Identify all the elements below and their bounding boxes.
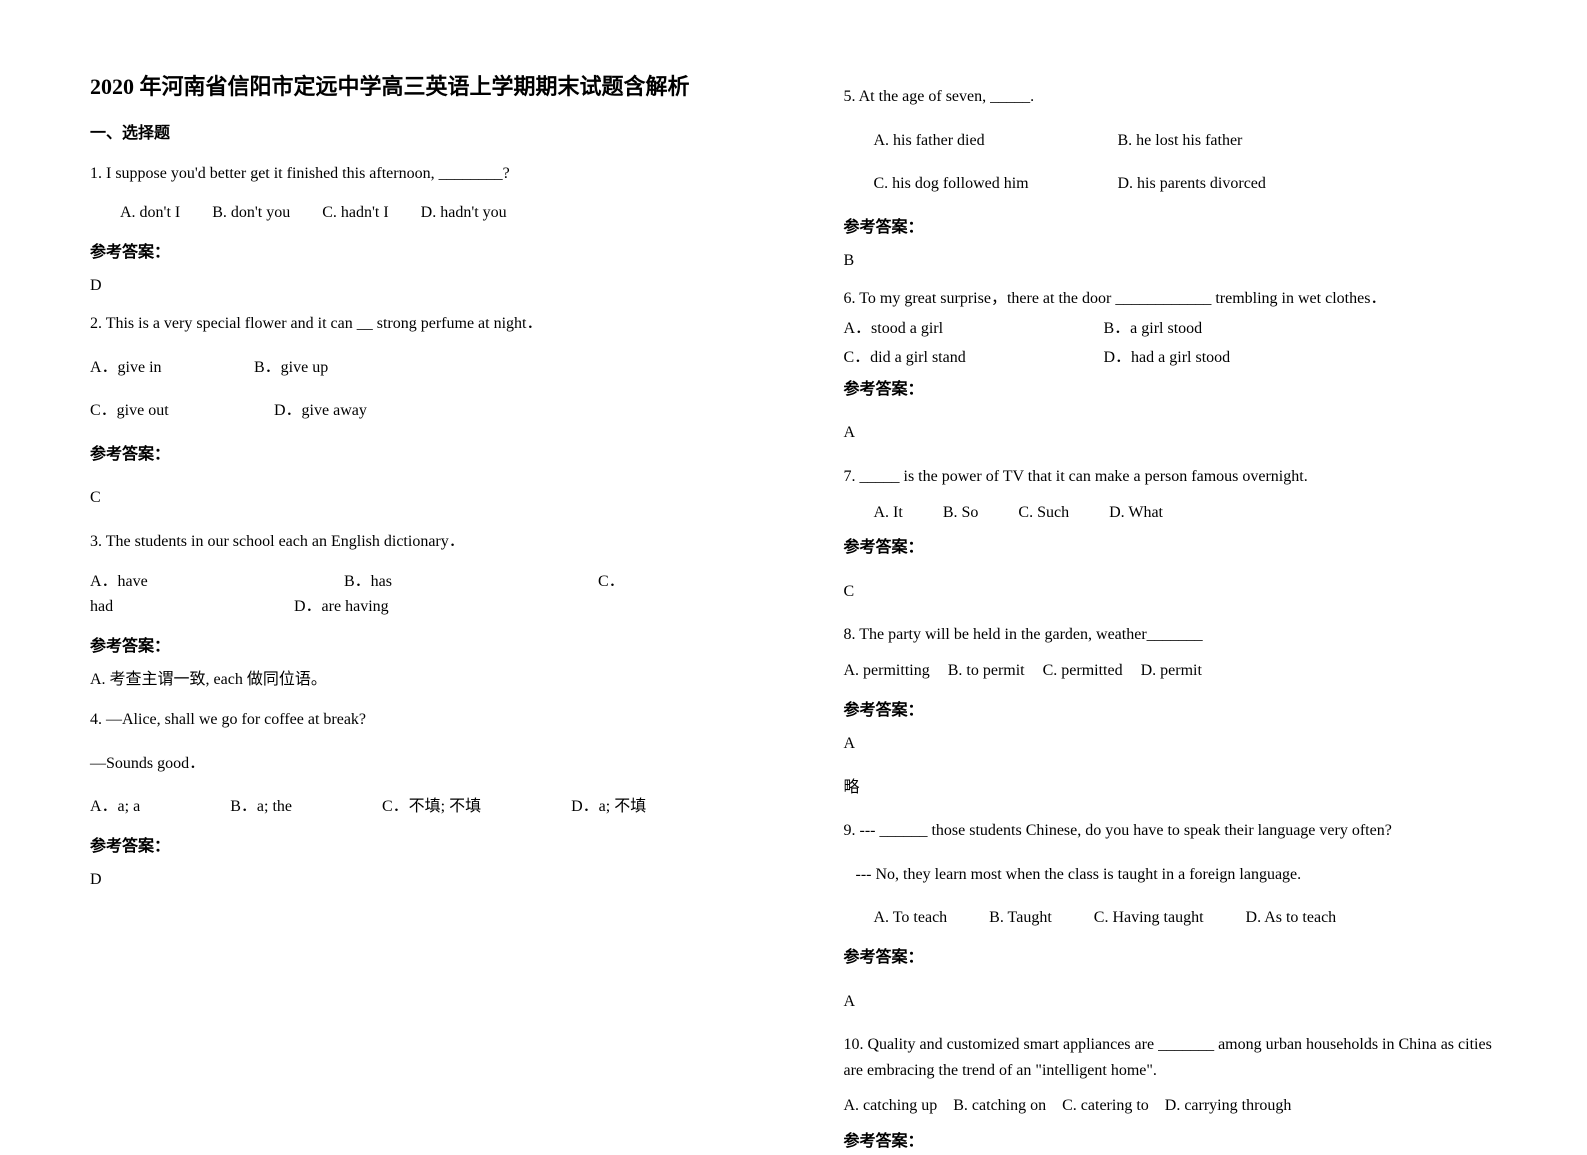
page-container: 2020 年河南省信阳市定远中学高三英语上学期期末试题含解析 一、选择题 1. … <box>0 0 1587 1122</box>
q2-answer: C <box>90 485 754 511</box>
q4-opt-b: B．a; the <box>230 794 292 820</box>
q9-opt-d: D. As to teach <box>1246 905 1337 931</box>
question-6-options: A．stood a girl B．a girl stood C．did a gi… <box>844 316 1344 371</box>
document-title: 2020 年河南省信阳市定远中学高三英语上学期期末试题含解析 <box>90 70 754 103</box>
right-column: 5. At the age of seven, _____. A. his fa… <box>814 70 1548 1082</box>
question-2-options-ab: A．give in B．give up <box>90 355 754 381</box>
question-2: 2. This is a very special flower and it … <box>90 311 754 337</box>
question-9: 9. --- ______ those students Chinese, do… <box>844 818 1508 844</box>
q8-opt-c: C. permitted <box>1043 658 1123 684</box>
question-5-options-cd: C. his dog followed him D. his parents d… <box>874 171 1508 197</box>
q1-answer: D <box>90 273 754 299</box>
omit-text: 略 <box>844 775 1508 801</box>
q8-opt-b: B. to permit <box>948 658 1025 684</box>
q6-opt-a: A．stood a girl <box>844 316 1084 342</box>
q9-opt-a: A. To teach <box>874 905 948 931</box>
section-header: 一、选择题 <box>90 121 754 147</box>
question-5: 5. At the age of seven, _____. <box>844 84 1508 110</box>
question-9-options: A. To teach B. Taught C. Having taught D… <box>874 905 1508 931</box>
q1-opt-d: D. hadn't you <box>421 200 507 226</box>
q3-opt-d: D．are having <box>294 598 389 615</box>
q10-opt-c: C. catering to <box>1062 1093 1149 1119</box>
q5-opt-c: C. his dog followed him <box>874 171 1114 197</box>
q4-opt-d: D．a; 不填 <box>571 794 646 820</box>
q2-opt-c: C．give out <box>90 398 270 424</box>
answer-label: 参考答案： <box>90 634 754 660</box>
answer-label: 参考答案： <box>844 1129 1508 1155</box>
question-10: 10. Quality and customized smart applian… <box>844 1032 1508 1083</box>
answer-label: 参考答案： <box>844 215 1508 241</box>
question-3-options-line2: had D．are having <box>90 594 754 620</box>
q6-opt-b: B．a girl stood <box>1104 316 1344 342</box>
q1-opt-a: A. don't I <box>120 200 180 226</box>
q1-opt-c: C. hadn't I <box>322 200 388 226</box>
question-7: 7. _____ is the power of TV that it can … <box>844 464 1508 490</box>
left-column: 2020 年河南省信阳市定远中学高三英语上学期期末试题含解析 一、选择题 1. … <box>90 70 814 1082</box>
q10-opt-a: A. catching up <box>844 1093 938 1119</box>
answer-label: 参考答案： <box>90 834 754 860</box>
q7-opt-c: C. Such <box>1018 500 1069 526</box>
q2-opt-b: B．give up <box>254 359 328 376</box>
q2-opt-a: A．give in <box>90 355 250 381</box>
q3-opt-b: B．has <box>344 569 594 595</box>
q5-opt-b: B. he lost his father <box>1118 132 1243 149</box>
q6-answer: A <box>844 420 1508 446</box>
q3-answer: A. 考查主谓一致, each 做同位语。 <box>90 667 754 693</box>
question-4-line2: —Sounds good． <box>90 751 754 777</box>
q1-opt-b: B. don't you <box>212 200 290 226</box>
q10-opt-d: D. carrying through <box>1165 1093 1292 1119</box>
q3-had: had <box>90 594 290 620</box>
q8-opt-a: A. permitting <box>844 658 930 684</box>
q6-opt-c: C．did a girl stand <box>844 345 1084 371</box>
q7-opt-b: B. So <box>943 500 979 526</box>
answer-label: 参考答案： <box>844 945 1508 971</box>
q7-answer: C <box>844 579 1508 605</box>
q5-answer: B <box>844 248 1508 274</box>
answer-label: 参考答案： <box>844 535 1508 561</box>
q10-opt-b: B. catching on <box>953 1093 1046 1119</box>
question-3-options: A．have B．has C． <box>90 569 754 595</box>
q7-opt-a: A. It <box>874 500 903 526</box>
question-8: 8. The party will be held in the garden,… <box>844 622 1508 648</box>
question-10-options: A. catching up B. catching on C. caterin… <box>844 1093 1508 1119</box>
q3-opt-c: C． <box>598 573 625 590</box>
answer-label: 参考答案： <box>90 442 754 468</box>
question-4-options: A．a; a B．a; the C．不填; 不填 D．a; 不填 <box>90 794 754 820</box>
answer-label: 参考答案： <box>844 698 1508 724</box>
question-8-options: A. permitting B. to permit C. permitted … <box>844 658 1508 684</box>
question-9-line2: --- No, they learn most when the class i… <box>844 862 1508 888</box>
question-5-options-ab: A. his father died B. he lost his father <box>874 128 1508 154</box>
q4-opt-a: A．a; a <box>90 794 140 820</box>
q5-opt-d: D. his parents divorced <box>1118 175 1266 192</box>
q4-answer: D <box>90 867 754 893</box>
question-6: 6. To my great surprise，there at the doo… <box>844 286 1508 312</box>
q3-opt-a: A．have <box>90 569 340 595</box>
q9-opt-c: C. Having taught <box>1094 905 1204 931</box>
answer-label: 参考答案： <box>90 240 754 266</box>
q9-answer: A <box>844 989 1508 1015</box>
question-4: 4. —Alice, shall we go for coffee at bre… <box>90 707 754 733</box>
question-3: 3. The students in our school each an En… <box>90 529 754 555</box>
q6-opt-d: D．had a girl stood <box>1104 345 1344 371</box>
q8-opt-d: D. permit <box>1141 658 1202 684</box>
q2-opt-d: D．give away <box>274 402 367 419</box>
q8-answer: A <box>844 731 1508 757</box>
q9-opt-b: B. Taught <box>989 905 1052 931</box>
question-1: 1. I suppose you'd better get it finishe… <box>90 161 754 187</box>
answer-label: 参考答案： <box>844 377 1508 403</box>
q5-opt-a: A. his father died <box>874 128 1114 154</box>
q4-opt-c: C．不填; 不填 <box>382 794 481 820</box>
question-1-options: A. don't I B. don't you C. hadn't I D. h… <box>120 200 754 226</box>
question-2-options-cd: C．give out D．give away <box>90 398 754 424</box>
q7-opt-d: D. What <box>1109 500 1163 526</box>
question-7-options: A. It B. So C. Such D. What <box>874 500 1508 526</box>
